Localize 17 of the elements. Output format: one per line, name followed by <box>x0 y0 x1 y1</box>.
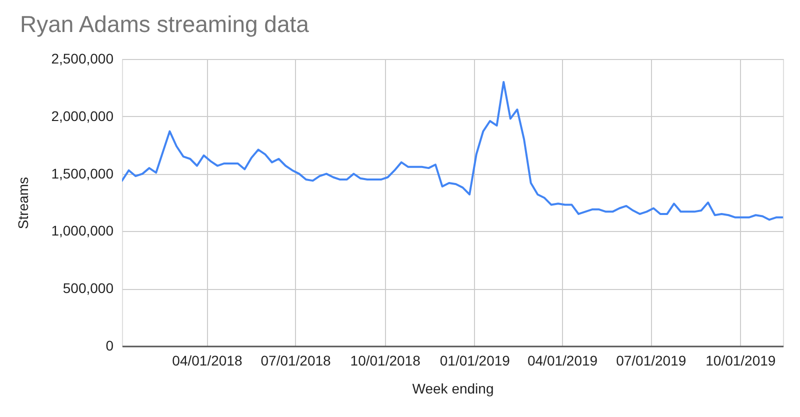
y-axis-title: Streams <box>15 176 32 230</box>
y-tick-label: 2,000,000 <box>51 108 114 124</box>
y-tick-label: 0 <box>106 338 114 354</box>
chart-title: Ryan Adams streaming data <box>20 11 310 37</box>
x-tick-label: 04/01/2018 <box>172 352 242 368</box>
x-tick-label: 01/01/2019 <box>440 352 510 368</box>
line-series <box>122 80 783 221</box>
x-tick-label: 10/01/2019 <box>706 352 776 368</box>
x-axis-title: Week ending <box>412 380 494 396</box>
y-tick-label: 2,500,000 <box>51 50 114 66</box>
x-tick-label: 07/01/2018 <box>260 352 332 368</box>
x-tick-label: 10/01/2018 <box>350 352 421 368</box>
x-tick-label: 04/01/2019 <box>527 352 598 368</box>
x-tick-label: 07/01/2019 <box>616 352 686 368</box>
y-tick-label: 1,000,000 <box>51 222 114 239</box>
y-tick-label: 500,000 <box>62 280 114 296</box>
y-tick-label: 1,500,000 <box>51 165 114 182</box>
